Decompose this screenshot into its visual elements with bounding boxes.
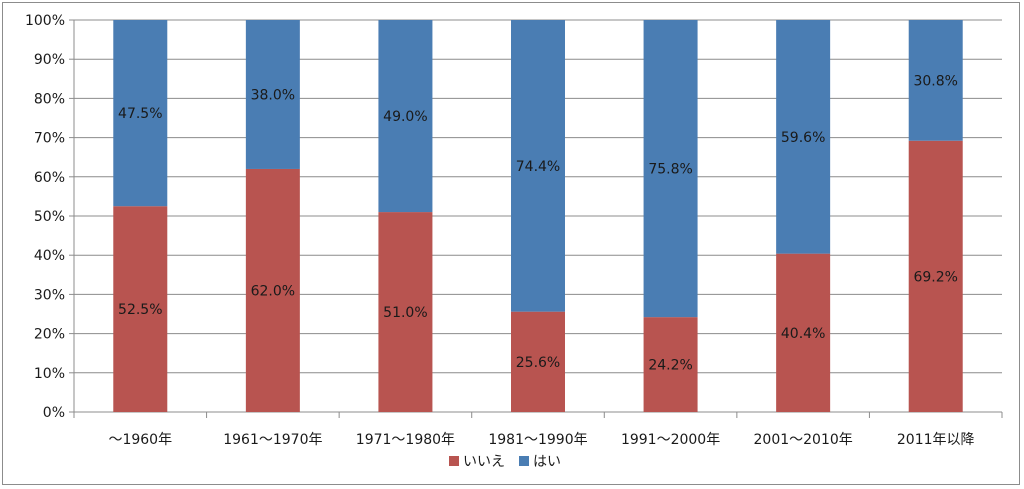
legend-swatch xyxy=(519,456,529,466)
x-category-label: 2011年以降 xyxy=(897,432,975,448)
data-label: 52.5% xyxy=(118,302,162,318)
data-label: 24.2% xyxy=(648,358,692,374)
data-label: 30.8% xyxy=(913,73,957,89)
bar-segment xyxy=(908,20,963,141)
data-label: 49.0% xyxy=(383,109,427,125)
legend-swatch xyxy=(449,456,459,466)
y-tick-label: 0% xyxy=(43,405,65,421)
bar-segment xyxy=(378,20,433,213)
x-category-label: ～1960年 xyxy=(108,432,172,448)
bar-segment xyxy=(776,20,831,254)
data-label: 25.6% xyxy=(516,355,560,371)
data-label: 38.0% xyxy=(251,87,295,103)
bar-segment xyxy=(908,140,963,412)
legend-label: いいえ xyxy=(463,454,505,470)
y-tick-label: 40% xyxy=(34,248,65,264)
y-tick-label: 50% xyxy=(34,209,65,225)
y-tick-label: 70% xyxy=(34,131,65,147)
bar-segment xyxy=(245,20,300,169)
data-label: 59.6% xyxy=(781,130,825,146)
y-tick-label: 20% xyxy=(34,327,65,343)
bar-segment xyxy=(113,206,168,412)
y-tick-label: 30% xyxy=(34,287,65,303)
data-label: 62.0% xyxy=(251,283,295,299)
bar-segment xyxy=(378,212,433,412)
y-tick-label: 10% xyxy=(34,366,65,382)
data-label: 40.4% xyxy=(781,326,825,342)
x-category-label: 1971～1980年 xyxy=(356,432,455,448)
bar-segment xyxy=(113,20,168,207)
data-label: 47.5% xyxy=(118,106,162,122)
legend-label: はい xyxy=(533,454,561,470)
axes: 0% 10% 20% 30% 40% 50% 60% 70% 80% 90% 100% ～1960年 1… xyxy=(25,13,1003,448)
bars xyxy=(113,20,963,412)
legend: いいえ はい xyxy=(449,454,561,470)
data-labels: 52.5% 47.5% 62.0% 38.0% 51.0% 49.0% 25.6% 74.4%… xyxy=(118,73,958,373)
y-tick-label: 100% xyxy=(25,13,65,29)
bar-segment xyxy=(511,311,565,412)
bar-segment xyxy=(643,20,698,318)
data-label: 74.4% xyxy=(516,159,560,175)
bar-segment xyxy=(245,168,300,412)
x-category-label: 1991～2000年 xyxy=(621,432,720,448)
y-tick-label: 90% xyxy=(34,52,65,68)
x-category-label: 1961～1970年 xyxy=(223,432,322,448)
x-category-label: 1981～1990年 xyxy=(488,432,587,448)
data-label: 51.0% xyxy=(383,305,427,321)
data-label: 75.8% xyxy=(648,162,692,178)
bar-segment xyxy=(643,317,698,412)
data-label: 69.2% xyxy=(913,269,957,285)
bar-segment xyxy=(511,20,565,312)
y-tick-label: 60% xyxy=(34,170,65,186)
bar-segment xyxy=(776,253,831,412)
x-category-label: 2001～2010年 xyxy=(754,432,853,448)
y-tick-label: 80% xyxy=(34,91,65,107)
